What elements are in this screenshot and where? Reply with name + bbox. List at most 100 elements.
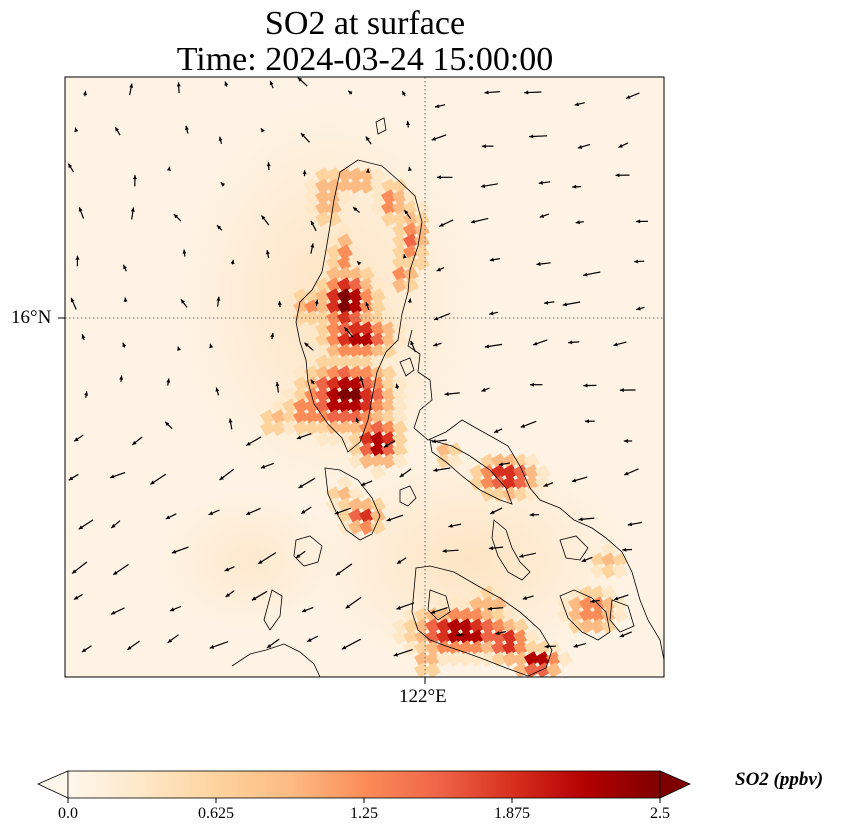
so2-cell xyxy=(315,321,331,338)
wind-arrow-head xyxy=(539,214,545,218)
wind-arrow-head xyxy=(436,175,441,180)
so2-cell xyxy=(359,387,375,404)
wind-arrow-head xyxy=(225,593,230,597)
so2-cell xyxy=(337,354,353,371)
so2-cell xyxy=(381,453,397,470)
so2-cell xyxy=(337,299,353,316)
wind-arrow-head xyxy=(435,104,440,109)
so2-cell xyxy=(271,398,287,415)
so2-cell xyxy=(260,409,276,426)
wind-arrow-head xyxy=(132,175,137,180)
so2-cell xyxy=(392,178,408,195)
latitude-tick-label: 16°N xyxy=(11,307,52,328)
wind-arrow-head xyxy=(180,299,185,304)
so2-cell xyxy=(601,541,617,558)
so2-cell xyxy=(392,629,408,646)
wind-arrow-head xyxy=(75,255,80,260)
wind-arrow-head xyxy=(574,102,579,107)
wind-arrow-head xyxy=(562,302,567,307)
so2-cell xyxy=(369,299,386,316)
so2-cell xyxy=(303,420,320,437)
wind-arrow-head xyxy=(150,480,155,485)
so2-cell xyxy=(315,431,331,448)
wind-arrow-head xyxy=(396,605,401,610)
so2-cell xyxy=(315,277,331,294)
wind-arrow-head xyxy=(113,570,118,575)
so2-cell xyxy=(590,585,606,602)
so2-cell xyxy=(568,596,584,613)
so2-cell xyxy=(337,387,353,404)
so2-cell xyxy=(480,629,496,646)
so2-cell xyxy=(612,563,628,580)
wind-arrow-head xyxy=(122,342,127,348)
wind-arrow-head xyxy=(266,162,271,167)
so2-cell xyxy=(468,629,485,646)
wind-arrow-head xyxy=(296,435,302,440)
so2-cell xyxy=(381,376,397,393)
so2-cell xyxy=(381,178,397,195)
so2-cell xyxy=(326,354,342,371)
wind-arrow-head xyxy=(345,604,351,609)
so2-cell xyxy=(579,596,595,613)
wind-arrow-head xyxy=(365,136,370,141)
wind-arrow-head xyxy=(520,424,526,428)
so2-cell xyxy=(326,167,342,184)
so2-cell xyxy=(381,387,397,404)
wind-arrow-head xyxy=(436,267,441,272)
wind-arrow-head xyxy=(470,219,476,224)
so2-cell xyxy=(293,420,309,437)
wind-arrow-head xyxy=(301,509,306,514)
wind-arrow-head xyxy=(177,346,181,351)
so2-cell xyxy=(271,420,287,437)
so2-cell xyxy=(480,607,496,624)
wind-arrow-head xyxy=(258,560,263,564)
so2-cell xyxy=(480,464,496,481)
wind-arrow-head xyxy=(577,145,583,149)
chart-title-line2: Time: 2024-03-24 15:00:00 xyxy=(176,41,554,78)
wind-arrow-head xyxy=(581,558,587,562)
wind-arrow-head xyxy=(297,77,303,82)
wind-arrow-head xyxy=(72,569,77,574)
so2-cell xyxy=(359,519,375,536)
so2-cell xyxy=(348,486,364,503)
so2-cell xyxy=(348,508,364,525)
so2-cell xyxy=(392,387,408,404)
so2-cell xyxy=(579,607,595,624)
so2-cell xyxy=(414,651,430,668)
so2-cell xyxy=(348,266,364,283)
so2-cell xyxy=(414,222,430,239)
so2-cell xyxy=(369,508,386,525)
so2-cell xyxy=(392,255,408,272)
so2-cell xyxy=(392,233,408,250)
so2-cell xyxy=(491,486,507,503)
so2-cell xyxy=(546,662,562,677)
so2-cell xyxy=(535,640,551,657)
so2-cell xyxy=(469,475,485,492)
so2-cell xyxy=(491,640,507,657)
so2-cell xyxy=(337,431,353,448)
so2-cell xyxy=(468,618,485,635)
colorbar-min-extension xyxy=(37,770,69,799)
wind-arrow-head xyxy=(123,264,127,270)
wind-arrow-head xyxy=(359,376,364,381)
wind-arrow-head xyxy=(406,120,410,126)
wind-arrow-head xyxy=(166,166,171,171)
so2-cell xyxy=(414,244,430,261)
wind-arrow-head xyxy=(132,440,137,445)
so2-cell xyxy=(337,475,353,492)
wind-arrow-head xyxy=(209,343,214,349)
so2-cell xyxy=(359,376,375,393)
so2-cell xyxy=(348,387,364,404)
wind-arrow-head xyxy=(544,644,549,649)
so2-cell xyxy=(568,607,584,624)
so2-cell xyxy=(303,178,320,195)
so2-cell xyxy=(315,354,331,371)
so2-cell xyxy=(282,387,298,404)
so2-cell xyxy=(425,629,441,646)
wind-arrow-head xyxy=(260,128,265,133)
so2-cell xyxy=(601,563,617,580)
so2-cell xyxy=(326,277,342,294)
wind-arrow-head xyxy=(215,387,220,392)
so2-cell xyxy=(369,453,386,470)
